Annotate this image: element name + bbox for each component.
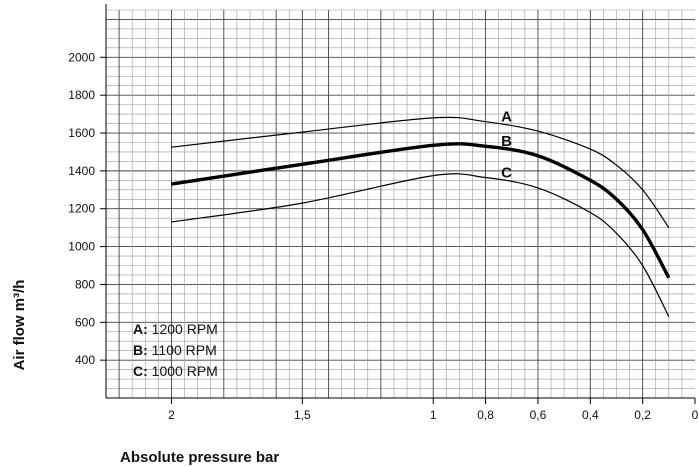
curve-label-c: C [501, 165, 512, 182]
x-tick-label: 1,5 [294, 408, 311, 422]
x-tick-label: 0 [692, 408, 699, 422]
series-line-b [171, 142, 671, 279]
series-line-a [171, 116, 670, 229]
y-tick-label: 1800 [68, 88, 95, 102]
y-tick-label: 600 [75, 315, 95, 329]
series [171, 116, 671, 317]
y-tick-label: 1000 [68, 240, 95, 254]
x-tick-label: 1 [430, 408, 437, 422]
y-tick-label: 1200 [68, 202, 95, 216]
legend-label: 1000 RPM [148, 363, 218, 379]
x-tick-label: 0,8 [477, 408, 494, 422]
y-tick-label: 800 [75, 277, 95, 291]
curve-label-b: B [501, 133, 512, 150]
y-tick-label: 2000 [68, 50, 95, 64]
legend-key: C: [133, 363, 148, 379]
legend-entry: C: 1000 RPM [133, 363, 218, 379]
x-axis-title: Absolute pressure bar [120, 449, 279, 466]
x-tick-label: 0,2 [634, 408, 651, 422]
series-line-c [171, 173, 670, 317]
legend-entry: B: 1100 RPM [133, 342, 217, 358]
x-tick-label: 0,4 [582, 408, 599, 422]
y-axis-title: Air flow m³/h [11, 280, 28, 371]
curve-tags: ABC [501, 108, 512, 181]
legend-entry: A: 1200 RPM [133, 321, 218, 337]
grid [106, 9, 695, 398]
ticks: 400 600 800 1000 1200 1400 1600 1800 2000 2 1,5 1 0,… [68, 50, 698, 422]
y-tick-label: 1600 [68, 126, 95, 140]
x-tick-label: 2 [168, 408, 175, 422]
legend-key: A: [133, 321, 148, 337]
curve-label-a: A [501, 108, 512, 125]
y-tick-label: 400 [75, 353, 95, 367]
legend-label: 1200 RPM [148, 321, 218, 337]
axes [105, 4, 695, 399]
y-tick-label: 1400 [68, 164, 95, 178]
legend-label: 1100 RPM [148, 342, 217, 358]
x-tick-label: 0,6 [530, 408, 547, 422]
legend-key: B: [133, 342, 148, 358]
